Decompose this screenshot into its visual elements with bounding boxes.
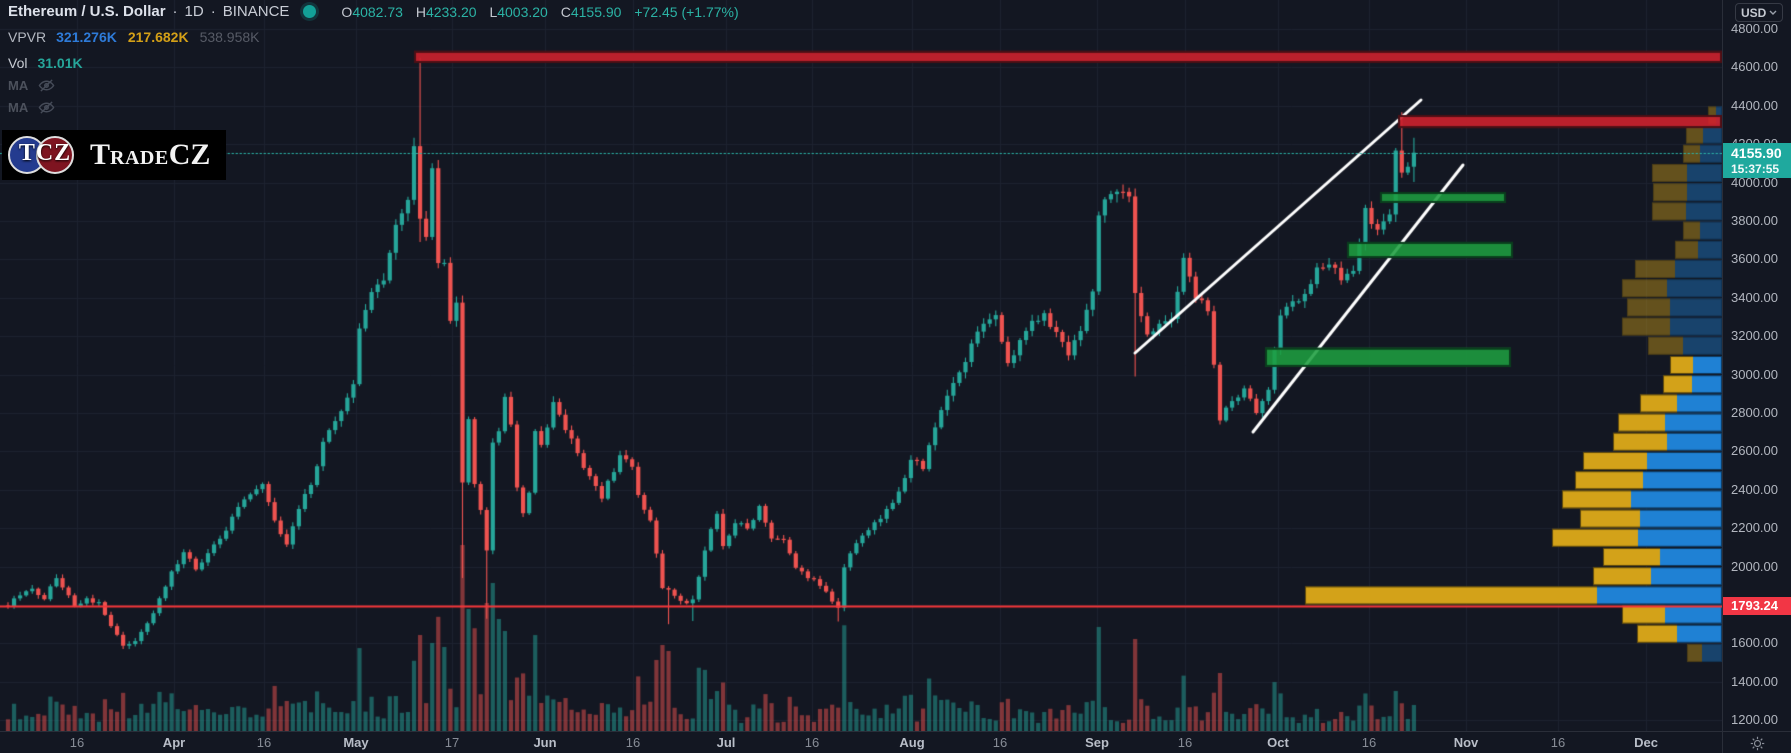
- low-label: L: [489, 3, 498, 20]
- open-label: O: [341, 3, 353, 20]
- chart-canvas[interactable]: [0, 0, 1722, 731]
- time-tick-label: 16: [256, 735, 272, 750]
- chevron-down-icon: [1769, 10, 1777, 15]
- ma-label: MA: [8, 77, 29, 93]
- vpvr-value-total: 538.958K: [199, 28, 260, 45]
- price-tick-label: 3600.00: [1731, 251, 1778, 267]
- time-tick-label: 16: [625, 735, 641, 750]
- current-price-badge: 4155.90 15:37:55: [1723, 142, 1791, 178]
- brand-logo-circles: TCZ: [8, 134, 80, 176]
- low-value: 4003.20: [497, 3, 548, 20]
- visibility-toggle-icon[interactable]: [38, 77, 55, 94]
- indicator-ma-row-2[interactable]: MA: [8, 98, 739, 116]
- indicator-ma-row-1[interactable]: MA: [8, 76, 739, 94]
- high-value: 4233.20: [425, 3, 477, 20]
- indicator-vpvr-row[interactable]: VPVR 321.276K 217.682K 538.958K: [8, 27, 739, 46]
- ma-label: MA: [8, 99, 29, 115]
- exchange-separator: ·: [210, 3, 216, 20]
- time-tick-label: Aug: [899, 735, 925, 750]
- price-tick-label: 4400.00: [1731, 97, 1778, 113]
- exchange-label: BINANCE: [222, 3, 290, 20]
- time-tick-label: 16: [1177, 735, 1193, 750]
- close-value: 4155.90: [570, 3, 622, 20]
- price-tick-label: 2400.00: [1731, 481, 1778, 497]
- time-tick-label: Nov: [1453, 735, 1479, 750]
- ohlc-values: O4082.73 H4233.20 L4003.20 C4155.90 +72.…: [332, 4, 738, 20]
- price-tick-label: 4600.00: [1731, 59, 1778, 75]
- price-tick-label: 3800.00: [1731, 213, 1778, 228]
- time-axis[interactable]: 16 Apr 16 May 17 Jun 16 Jul 16 Aug 16 Sep 16 Oct 16 Nov…: [0, 731, 1722, 753]
- volume-value: 31.01K: [37, 54, 83, 71]
- open-value: 4082.73: [352, 3, 403, 20]
- volume-label[interactable]: Vol: [8, 54, 28, 71]
- time-tick-label: May: [343, 735, 369, 750]
- time-tick-label: Dec: [1634, 735, 1658, 750]
- price-tick-label: 3000.00: [1731, 366, 1778, 382]
- price-tick-label: 1400.00: [1731, 673, 1778, 689]
- time-tick-label: Jun: [533, 735, 557, 750]
- legend: Ethereum / U.S. Dollar · 1D · BINANCE O4…: [8, 3, 739, 116]
- time-tick-label: 17: [444, 735, 460, 750]
- time-tick-label: 16: [1361, 735, 1377, 750]
- price-tick-label: 2800.00: [1731, 405, 1778, 420]
- gear-icon: [1750, 736, 1765, 750]
- price-tick-label: 3200.00: [1731, 328, 1778, 344]
- time-tick-label: Jul: [716, 735, 736, 750]
- visibility-toggle-icon[interactable]: [38, 99, 55, 116]
- price-tick-label: 2200.00: [1731, 520, 1778, 536]
- indicator-volume-row[interactable]: Vol 31.01K: [8, 53, 739, 72]
- time-tick-label: 16: [804, 735, 820, 750]
- price-axis[interactable]: USD 4800.004600.004400.004200.004000.003…: [1722, 0, 1791, 731]
- vpvr-value-buy: 321.276K: [56, 28, 117, 45]
- interval-label[interactable]: 1D: [184, 3, 204, 20]
- current-price-value: 4155.90: [1731, 144, 1782, 161]
- price-tick-label: 2600.00: [1731, 443, 1778, 459]
- interval-separator: ·: [172, 3, 178, 20]
- brand-monogram: TCZ: [18, 140, 72, 166]
- price-level-badge: 1793.24: [1723, 597, 1791, 616]
- countdown-timer: 15:37:55: [1731, 161, 1780, 176]
- price-tick-label: 1600.00: [1731, 635, 1778, 651]
- price-tick-label: 3400.00: [1731, 289, 1778, 305]
- time-tick-label: 16: [1550, 735, 1566, 750]
- symbol-title[interactable]: Ethereum / U.S. Dollar: [8, 3, 166, 20]
- symbol-row[interactable]: Ethereum / U.S. Dollar · 1D · BINANCE O4…: [8, 3, 739, 20]
- price-tick-label: 4800.00: [1731, 21, 1778, 36]
- price-tick-label: 1200.00: [1731, 712, 1778, 728]
- market-status-icon[interactable]: [303, 5, 317, 18]
- close-label: C: [560, 3, 571, 20]
- currency-button[interactable]: USD: [1735, 3, 1784, 22]
- time-tick-label: Sep: [1085, 735, 1109, 750]
- price-level-value: 1793.24: [1731, 598, 1778, 614]
- time-tick-label: Oct: [1267, 735, 1289, 750]
- brand-name: TRADECZ: [90, 138, 211, 171]
- vpvr-label[interactable]: VPVR: [8, 28, 47, 45]
- high-label: H: [415, 3, 426, 20]
- vpvr-value-sell: 217.682K: [127, 28, 189, 45]
- price-tick-label: 4000.00: [1731, 174, 1778, 190]
- currency-label: USD: [1741, 5, 1767, 20]
- change-value: +72.45 (+1.77%): [634, 3, 739, 20]
- brand-watermark: TCZ TRADECZ: [2, 130, 227, 180]
- time-tick-label: 16: [69, 735, 85, 750]
- axis-settings-corner[interactable]: [1722, 731, 1791, 753]
- time-tick-label: 16: [992, 735, 1008, 750]
- time-tick-label: Apr: [162, 735, 186, 750]
- price-tick-label: 2000.00: [1731, 558, 1778, 574]
